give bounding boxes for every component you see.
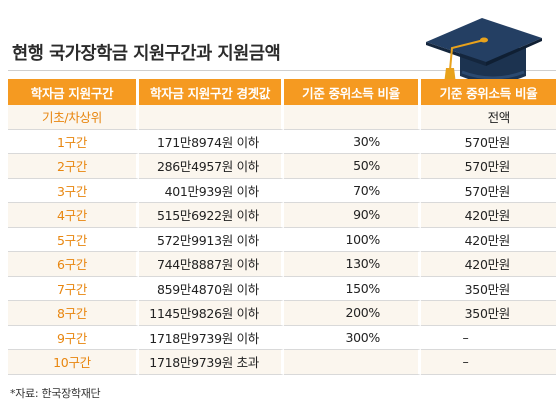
threshold-cell: 1718만9739원 초과: [139, 350, 284, 375]
ratio-cell: 90%: [284, 203, 421, 228]
amount-cell: 전액: [421, 105, 556, 130]
ratio-cell: 50%: [284, 154, 421, 179]
ratio-cell: 130%: [284, 252, 421, 277]
ratio-cell: [284, 105, 421, 130]
table-row: 4구간 515만6922원 이하 90% 420만원: [8, 203, 556, 228]
threshold-cell: [139, 105, 284, 130]
table-row: 7구간 859만4870원 이하 150% 350만원: [8, 276, 556, 301]
header-bracket: 학자금 지원구간: [8, 79, 139, 105]
source-note: *자료: 한국장학재단: [10, 387, 101, 400]
ratio-cell: 70%: [284, 178, 421, 203]
graduation-cap-icon: [426, 18, 542, 84]
ratio-cell: 100%: [284, 227, 421, 252]
threshold-cell: 286만4957원 이하: [139, 154, 284, 179]
header-amount: 기준 중위소득 비율: [421, 79, 556, 105]
bracket-cell: 8구간: [8, 301, 139, 326]
bracket-cell: 6구간: [8, 252, 139, 277]
table-row: 기초/차상위 전액: [8, 105, 556, 130]
amount-cell: 420만원: [421, 227, 556, 252]
ratio-cell: [284, 350, 421, 375]
amount-cell: –: [421, 325, 556, 350]
header-threshold: 학자금 지원구간 경곗값: [139, 79, 284, 105]
threshold-cell: 859만4870원 이하: [139, 276, 284, 301]
ratio-cell: 200%: [284, 301, 421, 326]
threshold-cell: 171만8974원 이하: [139, 129, 284, 154]
threshold-cell: 572만9913원 이하: [139, 227, 284, 252]
table-row: 5구간 572만9913원 이하 100% 420만원: [8, 227, 556, 252]
amount-cell: 350만원: [421, 301, 556, 326]
table-header-row: 학자금 지원구간 학자금 지원구간 경곗값 기준 중위소득 비율 기준 중위소득…: [8, 79, 556, 105]
bracket-cell: 10구간: [8, 350, 139, 375]
header-ratio: 기준 중위소득 비율: [284, 79, 421, 105]
amount-cell: 420만원: [421, 252, 556, 277]
table-row: 3구간 401만939원 이하 70% 570만원: [8, 178, 556, 203]
bracket-cell: 7구간: [8, 276, 139, 301]
table-row: 8구간 1145만9826원 이하 200% 350만원: [8, 301, 556, 326]
ratio-cell: 300%: [284, 325, 421, 350]
threshold-cell: 515만6922원 이하: [139, 203, 284, 228]
ratio-cell: 30%: [284, 129, 421, 154]
bracket-cell: 5구간: [8, 227, 139, 252]
bracket-cell: 1구간: [8, 129, 139, 154]
table-row: 2구간 286만4957원 이하 50% 570만원: [8, 154, 556, 179]
amount-cell: 570만원: [421, 178, 556, 203]
threshold-cell: 401만939원 이하: [139, 178, 284, 203]
bracket-cell: 2구간: [8, 154, 139, 179]
threshold-cell: 744만8887원 이하: [139, 252, 284, 277]
amount-cell: 570만원: [421, 154, 556, 179]
bracket-cell: 기초/차상위: [8, 105, 139, 130]
amount-cell: –: [421, 350, 556, 375]
page-title: 현행 국가장학금 지원구간과 지원금액: [12, 44, 281, 64]
title-divider: [8, 70, 556, 71]
table-row: 6구간 744만8887원 이하 130% 420만원: [8, 252, 556, 277]
ratio-cell: 150%: [284, 276, 421, 301]
amount-cell: 350만원: [421, 276, 556, 301]
threshold-cell: 1145만9826원 이하: [139, 301, 284, 326]
bracket-cell: 9구간: [8, 325, 139, 350]
threshold-cell: 1718만9739원 이하: [139, 325, 284, 350]
scholarship-table: 학자금 지원구간 학자금 지원구간 경곗값 기준 중위소득 비율 기준 중위소득…: [8, 79, 556, 375]
bracket-cell: 4구간: [8, 203, 139, 228]
amount-cell: 570만원: [421, 129, 556, 154]
bracket-cell: 3구간: [8, 178, 139, 203]
amount-cell: 420만원: [421, 203, 556, 228]
table-row: 9구간 1718만9739원 이하 300% –: [8, 325, 556, 350]
table-row: 1구간 171만8974원 이하 30% 570만원: [8, 129, 556, 154]
table-row: 10구간 1718만9739원 초과 –: [8, 350, 556, 375]
